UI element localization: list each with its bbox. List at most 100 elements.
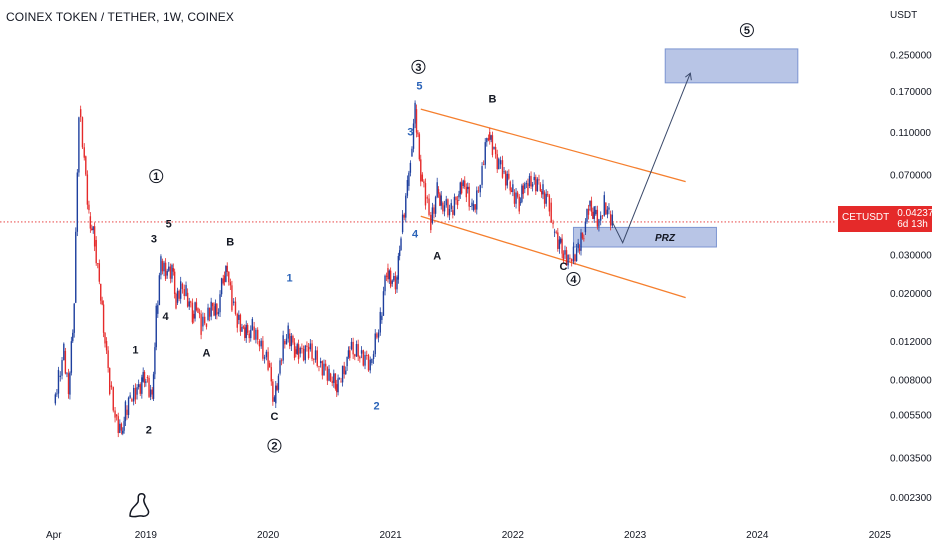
candle-body bbox=[459, 182, 461, 195]
candle-body bbox=[439, 193, 441, 206]
candle-body bbox=[415, 109, 418, 133]
candle-body bbox=[75, 231, 77, 303]
candle-body bbox=[611, 214, 614, 226]
candle-body bbox=[172, 268, 175, 272]
candle-body bbox=[275, 385, 277, 404]
candle-body bbox=[191, 302, 194, 323]
candle-body bbox=[496, 154, 498, 170]
price-value-box: 0.042372 6d 13h bbox=[893, 206, 932, 232]
candle-body bbox=[273, 397, 276, 402]
wave-label-5: 1 bbox=[132, 345, 138, 357]
candle-body bbox=[577, 242, 579, 249]
candle-body bbox=[490, 135, 492, 140]
candle-body bbox=[337, 378, 339, 393]
candle-body bbox=[578, 248, 581, 251]
candle-body bbox=[509, 181, 511, 191]
candle-body bbox=[581, 232, 584, 239]
candle-body bbox=[472, 204, 475, 211]
candle-body bbox=[93, 226, 96, 247]
candle-body bbox=[482, 164, 485, 166]
candle-body bbox=[598, 219, 600, 227]
wave-label-7: 3 bbox=[151, 234, 157, 246]
candle-body bbox=[67, 373, 70, 395]
candle-body bbox=[491, 135, 494, 156]
candle-body bbox=[228, 271, 230, 283]
candle-body bbox=[316, 350, 318, 366]
candle-body bbox=[412, 123, 415, 149]
candle-body bbox=[203, 316, 206, 324]
candle-body bbox=[347, 350, 350, 357]
candle-body bbox=[388, 270, 390, 280]
x-tick-3: 2021 bbox=[380, 530, 403, 541]
candle-body bbox=[72, 332, 74, 342]
y-tick-8: 0.005500 bbox=[890, 411, 932, 422]
candle-body bbox=[539, 184, 542, 192]
wave-circle-1 bbox=[267, 438, 282, 453]
candle-body bbox=[151, 389, 153, 395]
candle-body bbox=[64, 350, 67, 374]
candle-body bbox=[346, 356, 348, 367]
x-tick-1: 2019 bbox=[135, 530, 158, 541]
candle-body bbox=[408, 172, 410, 187]
projection-arrowhead bbox=[685, 72, 692, 81]
candle-body bbox=[290, 335, 293, 347]
candle-body bbox=[216, 303, 218, 315]
candle-body bbox=[126, 409, 128, 415]
candle-body bbox=[231, 285, 233, 311]
candle-body bbox=[586, 208, 588, 222]
candle-body bbox=[328, 368, 330, 381]
candle-body bbox=[601, 215, 604, 217]
candle-body bbox=[387, 268, 389, 280]
candle-body bbox=[552, 222, 554, 225]
candle-body bbox=[297, 344, 300, 360]
candle-body bbox=[276, 385, 278, 390]
candle-body bbox=[366, 355, 368, 356]
candle-body bbox=[214, 303, 217, 316]
candle-body bbox=[442, 202, 444, 212]
candle-body bbox=[104, 332, 106, 344]
candle-body bbox=[89, 216, 92, 229]
candle-body bbox=[95, 239, 97, 264]
candle-body bbox=[359, 356, 361, 359]
candle-body bbox=[467, 186, 469, 190]
candle-body bbox=[127, 397, 130, 415]
candle-body bbox=[211, 302, 214, 307]
candle-body bbox=[313, 358, 315, 360]
candle-body bbox=[456, 200, 459, 206]
x-tick-7: 2025 bbox=[869, 530, 892, 541]
candle-body bbox=[561, 238, 563, 254]
candle-body bbox=[164, 262, 167, 279]
candle-body bbox=[572, 246, 575, 262]
candle-body bbox=[306, 345, 308, 347]
candle-body bbox=[272, 381, 274, 402]
wave-label-15: 3 bbox=[407, 126, 413, 138]
candle-body bbox=[263, 357, 266, 359]
candle-body bbox=[295, 349, 297, 354]
candle-body bbox=[450, 203, 452, 209]
channel-lower-line bbox=[420, 215, 686, 299]
wave-label-8: 4 bbox=[163, 311, 170, 323]
candle-body bbox=[479, 184, 481, 193]
candle-body bbox=[97, 263, 99, 265]
candle-body bbox=[200, 314, 202, 335]
candle-body bbox=[341, 365, 344, 383]
candle-body bbox=[314, 350, 317, 360]
candle-body bbox=[108, 367, 111, 395]
x-tick-4: 2022 bbox=[502, 530, 525, 541]
wave-label-16: 4 bbox=[412, 228, 419, 240]
candle-body bbox=[124, 401, 127, 422]
candle-body bbox=[329, 373, 332, 381]
candle-body bbox=[213, 306, 215, 316]
candle-body bbox=[384, 275, 386, 292]
candle-body bbox=[302, 348, 305, 361]
candle-body bbox=[148, 377, 150, 397]
candle-body bbox=[428, 198, 430, 215]
candle-body bbox=[484, 142, 486, 165]
candle-body bbox=[207, 307, 209, 320]
candle-body bbox=[453, 196, 456, 215]
candle-body bbox=[352, 341, 354, 355]
candle-body bbox=[260, 340, 262, 347]
candle-body bbox=[158, 275, 161, 306]
candle-body bbox=[560, 238, 562, 243]
